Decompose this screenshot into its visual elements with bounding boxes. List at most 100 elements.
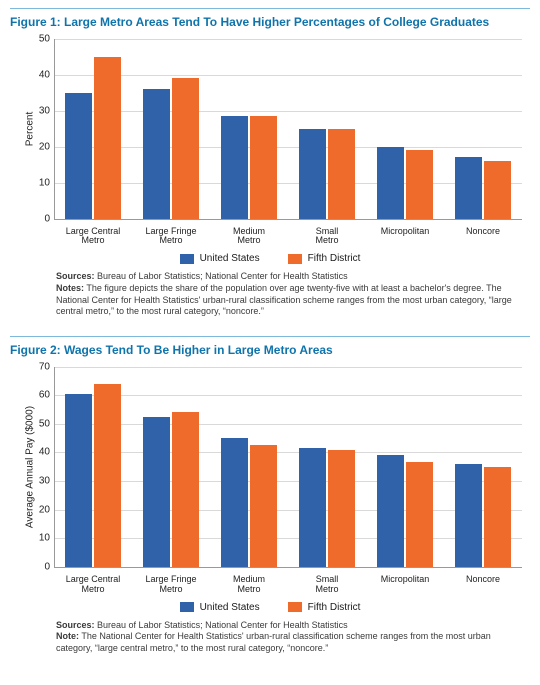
x-axis bbox=[54, 567, 522, 568]
bar-fifth bbox=[328, 450, 355, 567]
notes-text: The National Center for Health Statistic… bbox=[56, 631, 491, 653]
y-tick-label: 60 bbox=[39, 389, 54, 402]
x-tick-line: Metro bbox=[288, 236, 366, 246]
legend-item-fifth: Fifth District bbox=[288, 252, 361, 265]
x-tick-label: Noncore bbox=[444, 571, 522, 595]
figure-2-chart: Average Annual Pay ($000) 0 10 20 30 40 50 60 70 bbox=[10, 363, 530, 571]
x-tick-label: Micropolitan bbox=[366, 571, 444, 595]
y-tick-label: 50 bbox=[39, 417, 54, 430]
y-tick-label: 10 bbox=[39, 532, 54, 545]
bar-fifth bbox=[94, 384, 121, 567]
legend-item-us: United States bbox=[180, 252, 260, 265]
x-tick-line: Micropolitan bbox=[366, 227, 444, 237]
x-tick-line: Metro bbox=[132, 236, 210, 246]
sources-label: Sources: bbox=[56, 271, 95, 281]
figure-1-notes: Sources: Bureau of Labor Statistics; Nat… bbox=[54, 271, 526, 318]
sources-line: Sources: Bureau of Labor Statistics; Nat… bbox=[56, 271, 524, 283]
figure-2-title: Figure 2: Wages Tend To Be Higher in Lar… bbox=[10, 337, 530, 363]
bar-us bbox=[377, 455, 404, 566]
x-tick-line: Metro bbox=[288, 585, 366, 595]
sources-text: Bureau of Labor Statistics; National Cen… bbox=[97, 620, 348, 630]
y-tick-label: 40 bbox=[39, 446, 54, 459]
x-tick-label: MediumMetro bbox=[210, 223, 288, 247]
figure-1-title: Figure 1: Large Metro Areas Tend To Have… bbox=[10, 9, 530, 35]
legend-item-us: United States bbox=[180, 601, 260, 614]
bar-us bbox=[299, 448, 326, 567]
bar-fifth bbox=[328, 129, 355, 219]
sources-label: Sources: bbox=[56, 620, 95, 630]
bar-fifth bbox=[250, 116, 277, 219]
legend-label: Fifth District bbox=[308, 601, 361, 614]
x-tick-line: Metro bbox=[210, 236, 288, 246]
plot-area: Average Annual Pay ($000)010203040506070 bbox=[54, 367, 522, 567]
x-tick-line: Micropolitan bbox=[366, 575, 444, 585]
legend-swatch-fifth bbox=[288, 602, 302, 612]
y-tick-label: 0 bbox=[44, 212, 54, 225]
y-tick-label: 0 bbox=[44, 560, 54, 573]
bar-fifth bbox=[172, 412, 199, 566]
y-axis-label: Percent bbox=[24, 111, 37, 145]
bar-us bbox=[299, 129, 326, 219]
notes-label: Notes: bbox=[56, 283, 84, 293]
x-tick-label: Large FringeMetro bbox=[132, 571, 210, 595]
legend-label: United States bbox=[200, 252, 260, 265]
y-tick-label: 40 bbox=[39, 68, 54, 81]
sources-line: Sources: Bureau of Labor Statistics; Nat… bbox=[56, 620, 524, 632]
bar-us bbox=[221, 438, 248, 567]
x-tick-label: MediumMetro bbox=[210, 571, 288, 595]
legend: United States Fifth District bbox=[10, 252, 530, 265]
bar-fifth bbox=[484, 467, 511, 567]
y-tick-label: 70 bbox=[39, 360, 54, 373]
bar-fifth bbox=[250, 445, 277, 566]
y-tick-label: 30 bbox=[39, 475, 54, 488]
notes-text: The figure depicts the share of the popu… bbox=[56, 283, 512, 316]
bar-fifth bbox=[406, 150, 433, 218]
notes-label: Note: bbox=[56, 631, 79, 641]
x-tick-label: Large CentralMetro bbox=[54, 571, 132, 595]
bar-fifth bbox=[484, 161, 511, 219]
legend-label: Fifth District bbox=[308, 252, 361, 265]
figure-2-notes: Sources: Bureau of Labor Statistics; Nat… bbox=[54, 620, 526, 655]
bar-us bbox=[221, 116, 248, 219]
bars-layer bbox=[54, 39, 522, 219]
y-tick-label: 30 bbox=[39, 104, 54, 117]
bar-fifth bbox=[172, 78, 199, 218]
bar-us bbox=[143, 417, 170, 567]
y-axis-label: Average Annual Pay ($000) bbox=[24, 406, 37, 528]
legend-swatch-us bbox=[180, 602, 194, 612]
x-tick-line: Metro bbox=[210, 585, 288, 595]
bar-us bbox=[455, 464, 482, 567]
plot-area: Percent01020304050 bbox=[54, 39, 522, 219]
notes-line: Notes: The figure depicts the share of t… bbox=[56, 283, 524, 318]
y-tick-label: 50 bbox=[39, 32, 54, 45]
bar-fifth bbox=[406, 462, 433, 566]
x-tick-line: Noncore bbox=[444, 227, 522, 237]
bar-fifth bbox=[94, 57, 121, 219]
y-tick-label: 20 bbox=[39, 503, 54, 516]
bars-layer bbox=[54, 367, 522, 567]
x-axis bbox=[54, 219, 522, 220]
x-tick-label: SmallMetro bbox=[288, 223, 366, 247]
figure-1-panel: Figure 1: Large Metro Areas Tend To Have… bbox=[10, 8, 530, 318]
x-tick-label: Micropolitan bbox=[366, 223, 444, 247]
x-tick-line: Metro bbox=[54, 585, 132, 595]
x-tick-label: Noncore bbox=[444, 223, 522, 247]
bar-us bbox=[65, 394, 92, 567]
x-tick-line: Metro bbox=[132, 585, 210, 595]
x-tick-label: SmallMetro bbox=[288, 571, 366, 595]
bar-us bbox=[65, 93, 92, 219]
legend-swatch-fifth bbox=[288, 254, 302, 264]
x-tick-label: Large CentralMetro bbox=[54, 223, 132, 247]
bar-us bbox=[377, 147, 404, 219]
y-tick-label: 10 bbox=[39, 176, 54, 189]
legend-swatch-us bbox=[180, 254, 194, 264]
figure-1-chart: Percent01020304050 bbox=[10, 35, 530, 223]
legend: United States Fifth District bbox=[10, 601, 530, 614]
notes-line: Note: The National Center for Health Sta… bbox=[56, 631, 524, 654]
bar-us bbox=[455, 157, 482, 218]
bar-us bbox=[143, 89, 170, 219]
x-tick-labels: Large CentralMetroLarge FringeMetroMediu… bbox=[54, 223, 522, 247]
x-tick-line: Noncore bbox=[444, 575, 522, 585]
x-tick-line: Metro bbox=[54, 236, 132, 246]
legend-item-fifth: Fifth District bbox=[288, 601, 361, 614]
